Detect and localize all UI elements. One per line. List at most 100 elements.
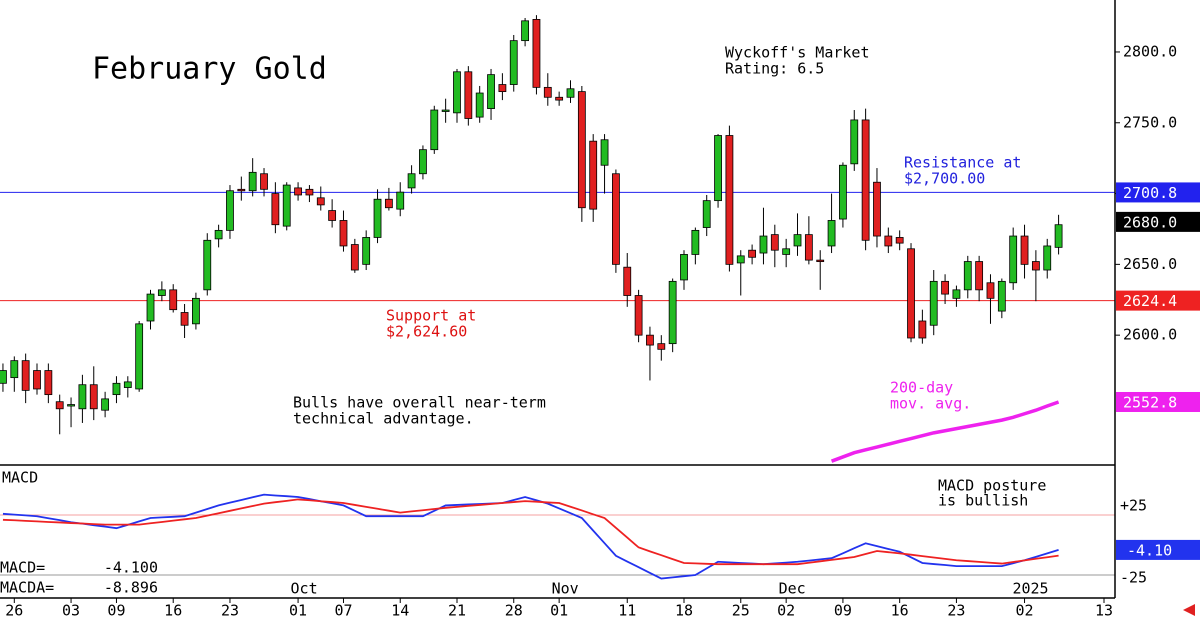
candle-body	[305, 188, 314, 196]
annotation: 200-day	[890, 379, 953, 397]
candle-body	[237, 188, 246, 192]
candle-body	[623, 266, 632, 296]
candle-body	[157, 289, 166, 296]
x-tick-label: 25	[732, 602, 750, 620]
candle-body	[498, 84, 507, 93]
candle-body	[997, 280, 1006, 312]
scroll-arrow	[1183, 604, 1195, 616]
candle-body	[839, 164, 847, 220]
candle-body	[986, 282, 995, 299]
x-tick-label: 09	[834, 602, 852, 620]
candle-body	[203, 239, 212, 291]
panel-title: MACD	[2, 469, 38, 487]
legend-value: -8.896	[104, 579, 158, 597]
level-label: 2680.0	[1123, 213, 1177, 231]
y-tick-label: 2600.0	[1123, 326, 1177, 344]
candle-body	[146, 293, 155, 322]
candle-body	[350, 244, 359, 271]
x-tick-label: 21	[448, 602, 466, 620]
candle-body	[782, 248, 791, 255]
candle-body	[691, 229, 700, 255]
candle-body	[532, 18, 541, 88]
candle-body	[873, 181, 881, 237]
x-tick-label: 13	[1095, 602, 1113, 620]
candle-body	[135, 323, 144, 390]
candle-body	[328, 210, 337, 221]
candle-body	[748, 249, 757, 258]
candle-body	[44, 370, 53, 396]
legend-name: MACD=	[0, 559, 45, 577]
month-label: 2025	[1012, 580, 1048, 598]
candle-body	[441, 109, 450, 112]
x-tick-label: 23	[947, 602, 965, 620]
candle-body	[1031, 261, 1040, 271]
month-label: Oct	[291, 580, 318, 598]
candle-body	[646, 334, 654, 346]
y-tick-label: 2650.0	[1123, 255, 1177, 273]
x-tick-label: 02	[1016, 602, 1034, 620]
candle-body	[21, 360, 30, 391]
level-label: 2700.8	[1123, 184, 1177, 202]
candle-body	[78, 384, 87, 410]
candle-body	[453, 71, 461, 114]
candle-body	[736, 255, 745, 264]
candle-body	[1009, 235, 1018, 284]
annotation: $2,624.60	[386, 323, 467, 341]
candle-body	[793, 234, 802, 247]
candle-body	[589, 140, 598, 210]
candle-body	[123, 381, 132, 388]
candle-body	[464, 71, 473, 119]
candle-body	[430, 109, 439, 151]
candle-body	[975, 261, 984, 291]
candle-body	[407, 173, 416, 189]
candle-body	[10, 360, 19, 379]
candle-body	[214, 229, 223, 240]
candle-body	[600, 139, 609, 166]
candle-body	[294, 187, 302, 196]
annotation: Wyckoff's Market	[725, 44, 870, 62]
candle-body	[33, 370, 41, 390]
candle-body	[373, 198, 382, 238]
candle-body	[612, 173, 620, 265]
candle-body	[226, 190, 234, 231]
y-tick-label: 2750.0	[1123, 113, 1177, 131]
candle-body	[634, 295, 643, 336]
level-label: 2624.4	[1123, 292, 1177, 310]
candle-body	[668, 280, 677, 345]
candle-body	[941, 280, 949, 295]
candle-body	[112, 382, 121, 396]
month-label: Dec	[779, 580, 806, 598]
candle-body	[419, 149, 427, 175]
x-tick-label: 09	[107, 602, 125, 620]
x-tick-label: 23	[221, 602, 239, 620]
level-box	[1116, 290, 1200, 311]
y-tick-label: 2800.0	[1123, 42, 1177, 60]
x-tick-label: 11	[618, 602, 636, 620]
annotation: Resistance at	[904, 154, 1021, 172]
candle-body	[543, 86, 552, 98]
x-tick-label: 01	[550, 602, 568, 620]
candle-body	[260, 173, 268, 190]
candle-body	[759, 235, 768, 254]
x-tick-label: 28	[505, 602, 523, 620]
candle-body	[827, 220, 836, 247]
x-tick-label: 16	[891, 602, 909, 620]
level-label: -4.10	[1127, 541, 1172, 559]
legend-value: -4.100	[104, 559, 158, 577]
x-tick-label: 16	[164, 602, 182, 620]
month-label: Nov	[552, 580, 579, 598]
x-tick-label: 07	[334, 602, 352, 620]
level-box	[1116, 182, 1200, 203]
level-box	[1116, 211, 1200, 232]
candle-body	[396, 191, 405, 210]
candle-body	[0, 370, 7, 384]
candle-body	[952, 289, 961, 299]
candle-body	[316, 197, 325, 206]
moving-average	[830, 400, 1060, 463]
x-tick-label: 03	[62, 602, 80, 620]
candle-body	[577, 91, 586, 209]
candle-body	[248, 171, 257, 192]
candle-body	[714, 135, 722, 202]
x-tick-label: 14	[391, 602, 409, 620]
